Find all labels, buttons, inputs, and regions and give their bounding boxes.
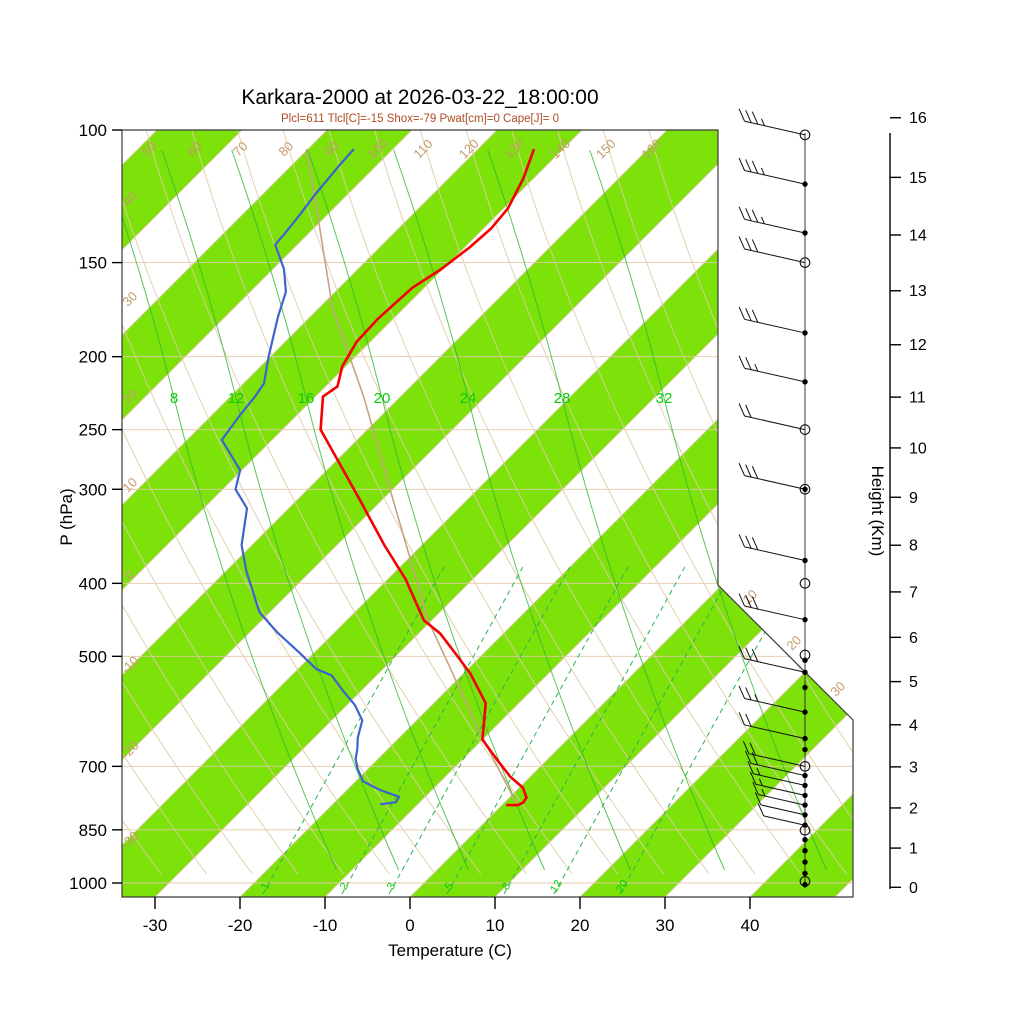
- svg-text:13: 13: [909, 283, 927, 300]
- svg-text:-20: -20: [228, 916, 253, 935]
- svg-text:2: 2: [338, 881, 351, 893]
- svg-text:4: 4: [909, 717, 918, 734]
- svg-text:70: 70: [230, 138, 251, 159]
- temperature-axis: -30 -20 -10 0 10 20 30 40 Temperature (C): [143, 897, 760, 960]
- svg-text:-30: -30: [143, 916, 168, 935]
- svg-text:110: 110: [410, 136, 435, 161]
- svg-text:16: 16: [909, 110, 927, 127]
- svg-text:11: 11: [909, 390, 926, 407]
- svg-text:Temperature (C): Temperature (C): [388, 941, 512, 960]
- svg-text:32: 32: [656, 390, 673, 407]
- svg-text:150: 150: [593, 136, 619, 162]
- svg-text:7: 7: [909, 584, 918, 601]
- svg-text:10: 10: [486, 916, 505, 935]
- svg-text:80: 80: [275, 138, 296, 159]
- pressure-axis: 100 150 200 250 300 400 500 700 850 1000 P (hPa): [57, 121, 122, 893]
- svg-text:10: 10: [909, 440, 927, 457]
- svg-text:9: 9: [909, 490, 918, 507]
- svg-text:Height (Km): Height (Km): [868, 466, 887, 557]
- svg-text:14: 14: [909, 227, 927, 244]
- svg-text:8: 8: [170, 390, 178, 407]
- svg-text:20: 20: [783, 632, 804, 653]
- green-labels: 8 12 16 20 24 28 321 2 3 5 8 12 20: [170, 390, 673, 895]
- svg-text:100: 100: [79, 121, 107, 140]
- svg-text:30: 30: [827, 678, 848, 699]
- svg-text:16: 16: [298, 390, 315, 407]
- svg-text:20: 20: [614, 878, 631, 895]
- svg-text:24: 24: [460, 390, 477, 407]
- svg-text:700: 700: [79, 757, 107, 776]
- svg-text:-10: -10: [313, 916, 338, 935]
- svg-text:1: 1: [259, 881, 272, 893]
- svg-text:3: 3: [385, 881, 398, 893]
- moist-adiabats: [122, 149, 828, 871]
- dewpoint-curve: [220, 148, 401, 806]
- svg-text:300: 300: [79, 480, 107, 499]
- svg-text:2: 2: [909, 800, 918, 817]
- svg-text:0: 0: [405, 916, 414, 935]
- svg-text:8: 8: [500, 881, 513, 893]
- svg-text:5: 5: [443, 881, 456, 893]
- svg-text:P (hPa): P (hPa): [57, 488, 76, 545]
- parcel-trace: [305, 148, 518, 806]
- svg-text:6: 6: [909, 630, 918, 647]
- dry-adiabats: [122, 130, 853, 875]
- svg-text:40: 40: [741, 916, 760, 935]
- wind-barb-column: [738, 108, 811, 888]
- svg-text:8: 8: [909, 538, 918, 555]
- svg-text:5: 5: [909, 674, 918, 691]
- svg-text:850: 850: [79, 821, 107, 840]
- svg-text:500: 500: [79, 647, 107, 666]
- svg-text:1000: 1000: [69, 874, 107, 893]
- svg-text:12: 12: [228, 390, 245, 407]
- svg-text:150: 150: [79, 254, 107, 273]
- temperature-curve: [319, 148, 536, 807]
- svg-text:0: 0: [909, 880, 918, 897]
- svg-text:1: 1: [909, 841, 918, 858]
- svg-text:12: 12: [909, 337, 927, 354]
- chart-title: Karkara-2000 at 2026-03-22_18:00:00: [241, 86, 599, 109]
- svg-text:12: 12: [548, 878, 565, 895]
- svg-text:20: 20: [374, 390, 391, 407]
- svg-text:200: 200: [79, 348, 107, 367]
- svg-text:15: 15: [909, 170, 927, 187]
- svg-text:250: 250: [79, 421, 107, 440]
- chart-subtitle: Plcl=611 Tlcl[C]=-15 Shox=-79 Pwat[cm]=0…: [281, 113, 559, 125]
- svg-text:30: 30: [656, 916, 675, 935]
- svg-text:400: 400: [79, 574, 107, 593]
- svg-text:20: 20: [571, 916, 590, 935]
- plot-frame: [121, 129, 854, 898]
- svg-text:3: 3: [909, 759, 918, 776]
- svg-text:28: 28: [554, 390, 571, 407]
